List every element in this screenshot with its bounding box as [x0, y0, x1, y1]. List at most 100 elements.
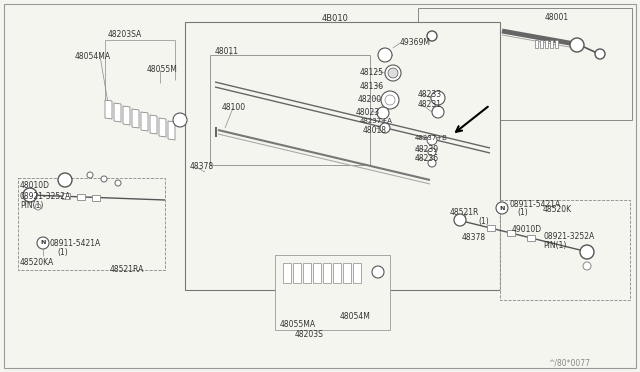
Text: 48520KA: 48520KA	[20, 258, 54, 267]
Text: 48125: 48125	[360, 68, 384, 77]
Text: 48054MA: 48054MA	[75, 52, 111, 61]
Text: 49010D: 49010D	[512, 225, 542, 234]
Bar	[555, 40, 558, 48]
Circle shape	[496, 202, 508, 214]
Text: 48011: 48011	[215, 47, 239, 56]
Bar	[283, 263, 291, 283]
Text: 08911-5421A: 08911-5421A	[50, 239, 101, 248]
Circle shape	[427, 135, 437, 145]
Text: 48237+B: 48237+B	[415, 135, 448, 141]
Text: (1): (1)	[57, 248, 68, 257]
Circle shape	[87, 172, 93, 178]
Bar	[487, 225, 495, 231]
Text: 48055M: 48055M	[147, 65, 178, 74]
Bar	[492, 28, 496, 38]
Bar	[303, 263, 311, 283]
Text: 48054M: 48054M	[340, 312, 371, 321]
Circle shape	[378, 48, 392, 62]
Bar	[323, 263, 331, 283]
Text: 48239: 48239	[415, 145, 439, 154]
Circle shape	[388, 68, 398, 78]
Bar	[468, 28, 472, 38]
Circle shape	[101, 176, 107, 182]
Text: 48237+A: 48237+A	[360, 118, 393, 124]
Bar	[313, 263, 321, 283]
Circle shape	[580, 245, 594, 259]
Polygon shape	[132, 109, 139, 128]
Ellipse shape	[383, 82, 403, 92]
Circle shape	[583, 262, 591, 270]
Bar	[62, 193, 70, 199]
Circle shape	[385, 95, 395, 105]
Text: N: N	[499, 205, 505, 211]
Bar	[343, 263, 351, 283]
Circle shape	[37, 237, 49, 249]
Bar	[527, 235, 535, 241]
Bar	[540, 40, 543, 48]
Polygon shape	[141, 112, 148, 131]
Text: 4B010: 4B010	[321, 14, 348, 23]
Text: 48236: 48236	[415, 154, 439, 163]
Text: 48203S: 48203S	[295, 330, 324, 339]
Text: 48378: 48378	[190, 162, 214, 171]
Polygon shape	[123, 106, 130, 125]
Text: 48055MA: 48055MA	[280, 320, 316, 329]
Text: (1): (1)	[478, 217, 489, 226]
Polygon shape	[114, 103, 121, 122]
Circle shape	[58, 173, 72, 187]
Bar	[550, 40, 553, 48]
Text: 48521RA: 48521RA	[110, 265, 145, 274]
Bar	[500, 200, 630, 300]
Bar	[486, 28, 490, 38]
Text: 48010D: 48010D	[20, 181, 50, 190]
Text: 48520K: 48520K	[543, 205, 572, 214]
Circle shape	[23, 188, 37, 202]
Bar	[293, 263, 301, 283]
Bar	[462, 28, 466, 38]
Bar	[333, 263, 341, 283]
Text: PIN(1): PIN(1)	[543, 241, 566, 250]
Bar	[545, 40, 548, 48]
Circle shape	[428, 148, 436, 156]
Bar	[456, 28, 460, 38]
Bar	[474, 28, 478, 38]
Circle shape	[380, 123, 390, 133]
Bar	[210, 55, 370, 165]
Circle shape	[173, 113, 187, 127]
Text: N: N	[40, 241, 45, 246]
Text: ^/80*0077: ^/80*0077	[548, 358, 590, 367]
Circle shape	[428, 159, 436, 167]
Text: 48231: 48231	[418, 100, 442, 109]
Circle shape	[381, 91, 399, 109]
Polygon shape	[218, 130, 430, 184]
Circle shape	[595, 49, 605, 59]
Bar	[507, 230, 515, 236]
Text: 48200: 48200	[358, 95, 382, 104]
Bar	[535, 40, 538, 48]
Circle shape	[427, 31, 437, 41]
Text: 48233: 48233	[418, 90, 442, 99]
Bar	[18, 178, 165, 270]
Circle shape	[431, 91, 445, 105]
Circle shape	[377, 107, 389, 119]
Bar	[92, 195, 100, 201]
Bar	[418, 8, 632, 120]
Text: PIN(1): PIN(1)	[20, 201, 44, 210]
Bar	[77, 194, 85, 200]
Polygon shape	[159, 118, 166, 137]
Text: 49369M: 49369M	[400, 38, 431, 47]
Text: 48521R: 48521R	[450, 208, 479, 217]
Circle shape	[372, 266, 384, 278]
Text: 48203SA: 48203SA	[108, 30, 142, 39]
Circle shape	[115, 180, 121, 186]
Polygon shape	[105, 100, 112, 119]
Circle shape	[454, 214, 466, 226]
Polygon shape	[215, 82, 490, 153]
Circle shape	[432, 106, 444, 118]
Bar	[480, 28, 484, 38]
Text: 48023: 48023	[356, 108, 380, 117]
Text: 48001: 48001	[545, 13, 569, 22]
Text: 08921-3252A: 08921-3252A	[543, 232, 595, 241]
Bar	[185, 22, 500, 290]
Text: 48378: 48378	[462, 233, 486, 242]
